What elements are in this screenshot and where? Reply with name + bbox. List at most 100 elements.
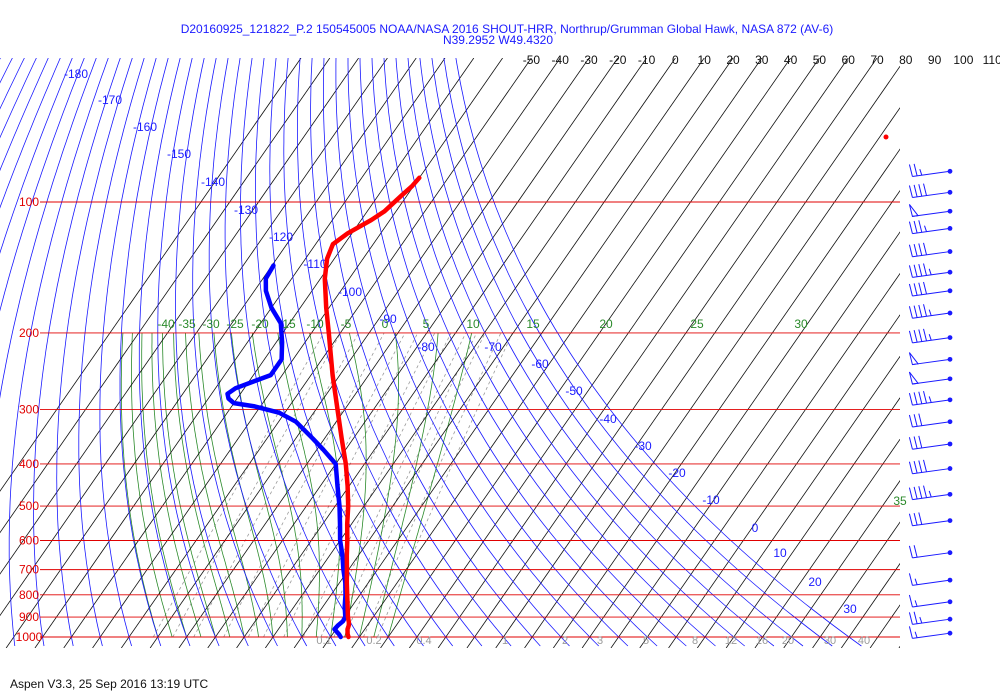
mixing-ratio-line bbox=[363, 332, 502, 638]
mixing-ratio-label: 40 bbox=[858, 635, 870, 647]
dry-adiabat-label: -30 bbox=[634, 439, 652, 453]
moist-adiabat-line bbox=[131, 332, 173, 638]
temperature-tick-label: 80 bbox=[899, 53, 913, 67]
isotherm-line bbox=[63, 58, 475, 648]
isotherm-line bbox=[466, 58, 878, 648]
isotherm-line bbox=[0, 58, 302, 492]
wind-barb bbox=[908, 485, 953, 501]
mixing-ratio-line bbox=[152, 332, 325, 638]
dry-adiabat-label: -60 bbox=[531, 357, 549, 371]
dry-adiabat-line bbox=[335, 58, 570, 647]
dry-adiabat-line bbox=[371, 58, 658, 647]
temperature-tick-label: 50 bbox=[813, 53, 827, 67]
dry-adiabat-line bbox=[269, 58, 424, 647]
isotherm-line bbox=[5, 58, 417, 648]
mixing-ratio-label: 16 bbox=[756, 635, 768, 647]
sounding-profiles bbox=[225, 134, 889, 640]
dry-adiabat-line bbox=[383, 58, 687, 647]
dry-adiabat-line bbox=[0, 58, 97, 399]
mixing-ratio-line bbox=[377, 332, 513, 638]
isotherm-line bbox=[869, 604, 900, 648]
wind-barb bbox=[908, 413, 953, 428]
dry-adiabat-label: -150 bbox=[167, 147, 191, 161]
dry-adiabat-line bbox=[240, 58, 366, 647]
wind-barb bbox=[908, 545, 953, 559]
isotherm-line bbox=[0, 58, 359, 575]
dry-adiabat-line bbox=[455, 58, 862, 647]
dry-adiabat-line bbox=[99, 58, 157, 647]
isotherm-line bbox=[668, 314, 900, 648]
moist-adiabat-label: -10 bbox=[306, 317, 324, 331]
dry-adiabat-line bbox=[443, 58, 833, 647]
dry-adiabat-line bbox=[8, 58, 109, 647]
pressure-tick-label: 900 bbox=[19, 610, 39, 624]
dry-adiabat-line bbox=[407, 58, 745, 647]
pressure-tick-label: 600 bbox=[19, 533, 39, 547]
mixing-ratio-label: 1 bbox=[502, 635, 508, 647]
isotherm-line bbox=[812, 521, 900, 648]
dry-adiabat-line bbox=[157, 58, 220, 647]
moist-adiabat-label: -35 bbox=[178, 317, 196, 331]
dry-adiabat-line bbox=[0, 58, 85, 312]
dry-adiabat-line bbox=[175, 58, 249, 647]
dry-adiabat-line bbox=[0, 58, 13, 84]
pressure-tick-label: 500 bbox=[19, 499, 39, 513]
dry-adiabat-line bbox=[56, 58, 133, 647]
wind-barb bbox=[908, 220, 953, 235]
wind-barb bbox=[908, 626, 953, 639]
temperature-tick-label: 60 bbox=[842, 53, 856, 67]
dry-adiabat-label: -110 bbox=[303, 257, 326, 271]
temperature-tick-label: 40 bbox=[784, 53, 798, 67]
pressure-tick-label: 300 bbox=[19, 403, 39, 417]
temperature-tick-label: 10 bbox=[698, 53, 712, 67]
isotherm-line bbox=[207, 58, 619, 648]
mixing-ratio-label: 3 bbox=[597, 635, 603, 647]
pressure-tick-label: 1000 bbox=[16, 630, 43, 644]
dry-adiabat-line bbox=[192, 58, 278, 647]
pressure-lines bbox=[40, 201, 900, 638]
wind-barb bbox=[908, 390, 953, 406]
isotherm-line bbox=[265, 58, 676, 648]
dry-adiabat-line bbox=[283, 58, 454, 647]
isotherm-line bbox=[841, 562, 900, 648]
dry-adiabat-label: -130 bbox=[234, 203, 258, 217]
dry-adiabat-line bbox=[0, 58, 61, 209]
temperature-profile-line bbox=[322, 175, 422, 640]
moist-adiabat-label: -40 bbox=[157, 317, 175, 331]
moist-adiabat-label: -25 bbox=[226, 317, 244, 331]
moist-adiabat-label: 35 bbox=[893, 494, 907, 508]
temperature-tick-label: 70 bbox=[870, 53, 884, 67]
dry-adiabat-line bbox=[297, 58, 483, 647]
dry-adiabat-label: 0 bbox=[752, 521, 759, 535]
dry-adiabat-label: -50 bbox=[565, 384, 583, 398]
isotherm-line bbox=[437, 58, 849, 648]
dry-adiabat-line bbox=[419, 58, 775, 647]
pressure-tick-label: 200 bbox=[19, 326, 39, 340]
moist-adiabat-line bbox=[198, 332, 259, 638]
dry-adiabat-line bbox=[138, 58, 191, 647]
isotherm-line bbox=[754, 438, 900, 648]
mixing-ratio-label: 20 bbox=[782, 635, 794, 647]
moist-adiabat-label: 0 bbox=[382, 317, 389, 331]
dry-adiabat-line bbox=[395, 58, 716, 647]
dry-adiabat-label: -40 bbox=[599, 412, 617, 426]
temperature-tick-label: 30 bbox=[755, 53, 769, 67]
dry-adiabat-line bbox=[323, 58, 541, 647]
isotherm-line bbox=[351, 58, 763, 648]
mixing-ratio-line bbox=[283, 332, 436, 638]
chart-location: N39.2952 W49.4320 bbox=[443, 33, 553, 47]
isotherm-line bbox=[149, 58, 561, 648]
moist-adiabat-label: -5 bbox=[341, 317, 352, 331]
dry-adiabat-line bbox=[78, 58, 145, 647]
temperature-tick-label: -50 bbox=[523, 53, 541, 67]
dry-adiabat-line bbox=[0, 58, 25, 110]
dry-adiabat-line bbox=[0, 58, 73, 254]
dry-adiabat-line bbox=[310, 58, 512, 647]
temperature-top-point bbox=[883, 134, 889, 140]
temperature-tick-label: -20 bbox=[609, 53, 627, 67]
dry-adiabat-label: -170 bbox=[98, 93, 122, 107]
dry-adiabat-label: -70 bbox=[484, 340, 502, 354]
wind-barb bbox=[908, 163, 953, 178]
isotherm-line bbox=[0, 58, 388, 617]
